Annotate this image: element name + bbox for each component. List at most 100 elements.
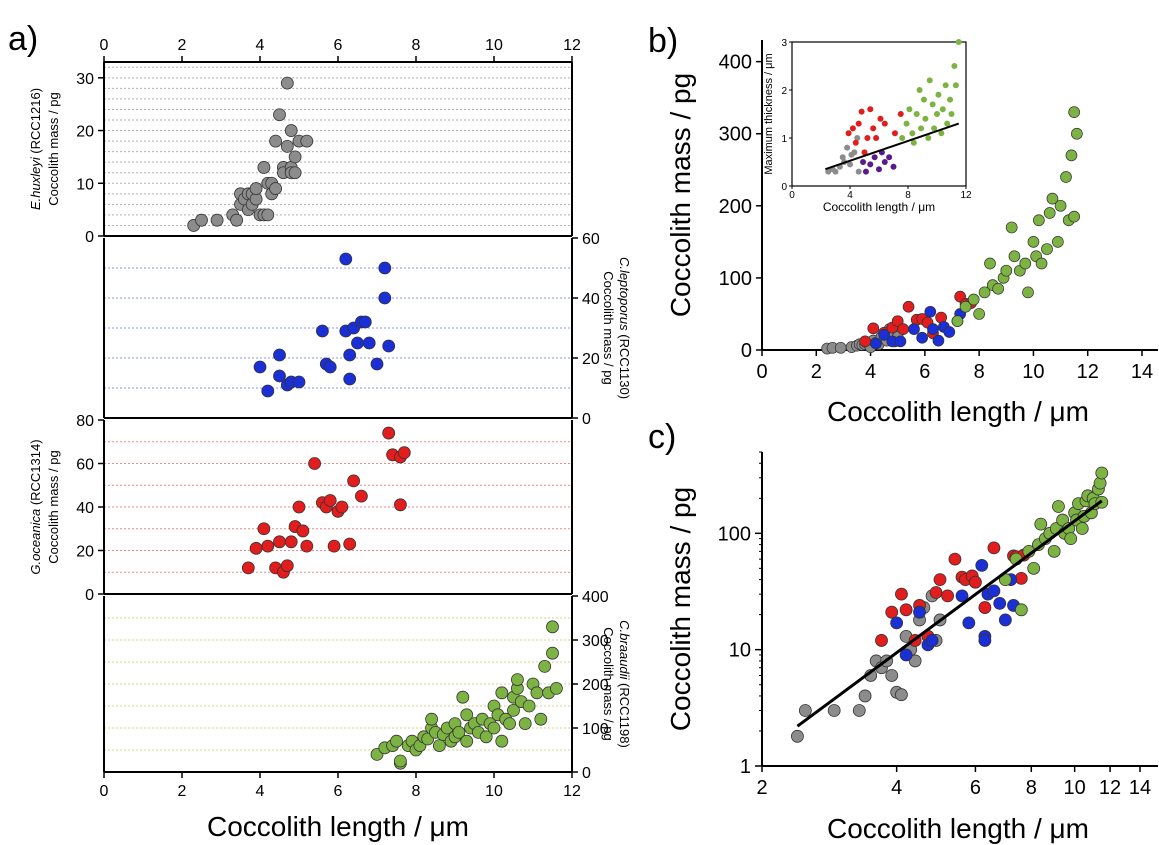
data-point [1005, 221, 1018, 234]
data-point [343, 348, 357, 362]
data-point [432, 739, 446, 752]
strain-id: (RCC1130) [617, 331, 632, 399]
trend-line [825, 122, 960, 171]
x-tick-label: 2 [756, 777, 767, 799]
x-tick-label: 2 [811, 361, 822, 383]
y-tick-label: 60 [76, 457, 94, 474]
data-point [230, 213, 244, 227]
y-tick-label: 2 [781, 86, 787, 97]
data-point [859, 335, 871, 348]
data-point [487, 721, 501, 735]
y-tick-label: 0 [781, 182, 787, 193]
data-point [495, 734, 509, 748]
data-point [425, 712, 439, 726]
data-point [358, 315, 372, 329]
y-tick-label: 400 [719, 52, 752, 74]
data-point [920, 96, 927, 103]
y-tick-label: 0 [582, 411, 591, 428]
x-label: Coccolith length / μm [823, 200, 935, 214]
data-point [886, 154, 893, 161]
data-point [546, 620, 559, 634]
x-tick-label: 6 [334, 783, 343, 800]
data-point [253, 360, 267, 374]
x-tick-label: 12 [563, 37, 581, 54]
data-point [273, 369, 286, 383]
species-name: G.oceanica [28, 509, 43, 575]
data-point [832, 168, 839, 175]
data-point [944, 120, 951, 127]
data-point [397, 446, 411, 460]
x-tick-label: 12 [1077, 361, 1099, 383]
y-label-species: E.huxleyi (RCC1216) [28, 88, 43, 210]
x-tick-label: 10 [1022, 361, 1044, 383]
x-tick-label: 14 [1131, 361, 1153, 383]
data-point [378, 261, 392, 275]
data-point [1060, 171, 1072, 183]
data-point [847, 161, 853, 168]
data-point [899, 135, 906, 141]
data-point [924, 305, 937, 318]
data-point [941, 589, 955, 603]
data-point [845, 130, 852, 137]
panel-label-a: a) [8, 20, 38, 58]
data-point [1052, 500, 1065, 513]
data-point [339, 252, 353, 266]
y-label: Coccolith mass / pg [601, 627, 616, 740]
panel-a-goceanica: 0 20 40 60 80 G.oceanica (RCC1314) Coccolith m… [28, 413, 573, 604]
data-point [908, 323, 920, 335]
data-point [925, 135, 932, 141]
data-point [902, 300, 915, 313]
data-point [249, 541, 263, 555]
data-point [951, 315, 964, 328]
data-point [343, 537, 357, 551]
data-point [382, 426, 396, 440]
data-point [913, 605, 926, 619]
data-point [511, 673, 524, 686]
data-point [934, 111, 940, 117]
y-tick-label: 100 [582, 721, 609, 738]
panel-a-cbraaudii: 0 100 200 300 400 0 2 4 6 8 10 12 C.braaudii (RCC119… [100, 589, 632, 800]
data-point [292, 375, 306, 389]
data-point [347, 474, 361, 488]
y-tick-label: 10 [729, 640, 751, 662]
data-point [978, 601, 992, 614]
data-point [938, 130, 945, 137]
data-point [854, 135, 861, 141]
data-point [948, 552, 962, 566]
data-point [909, 130, 916, 137]
data-point [948, 111, 955, 117]
data-point [975, 558, 989, 572]
data-point [323, 360, 337, 374]
data-point [327, 539, 341, 553]
data-point [918, 125, 925, 132]
y-tick-label: 3 [781, 38, 787, 49]
y-tick-label: 300 [582, 633, 609, 650]
data-point [1033, 214, 1045, 227]
data-point [791, 729, 804, 743]
y-tick-label: 100 [718, 523, 751, 545]
y-tick-label: 400 [582, 589, 609, 606]
y-label-species: C.leptoporus (RCC1130) [617, 257, 632, 399]
y-tick-label: 0 [85, 229, 94, 246]
data-point [867, 106, 874, 113]
data-point [916, 87, 923, 93]
data-point [987, 541, 1001, 555]
data-point [261, 384, 275, 398]
data-point [280, 76, 294, 90]
data-point [269, 182, 283, 195]
data-point [895, 688, 908, 702]
data-point [987, 584, 1001, 598]
data-point [1014, 571, 1028, 585]
data-point [978, 634, 992, 647]
data-point [871, 154, 878, 161]
data-point [1047, 544, 1061, 558]
data-point [195, 213, 208, 227]
x-tick-label: 8 [412, 37, 421, 54]
data-point [969, 575, 982, 589]
data-point [1035, 257, 1048, 270]
y-tick-label: 100 [719, 268, 752, 290]
panel-c-xlabel: Coccolith length / μm [827, 813, 1089, 844]
inset-frame [791, 41, 967, 187]
data-point [852, 139, 859, 146]
